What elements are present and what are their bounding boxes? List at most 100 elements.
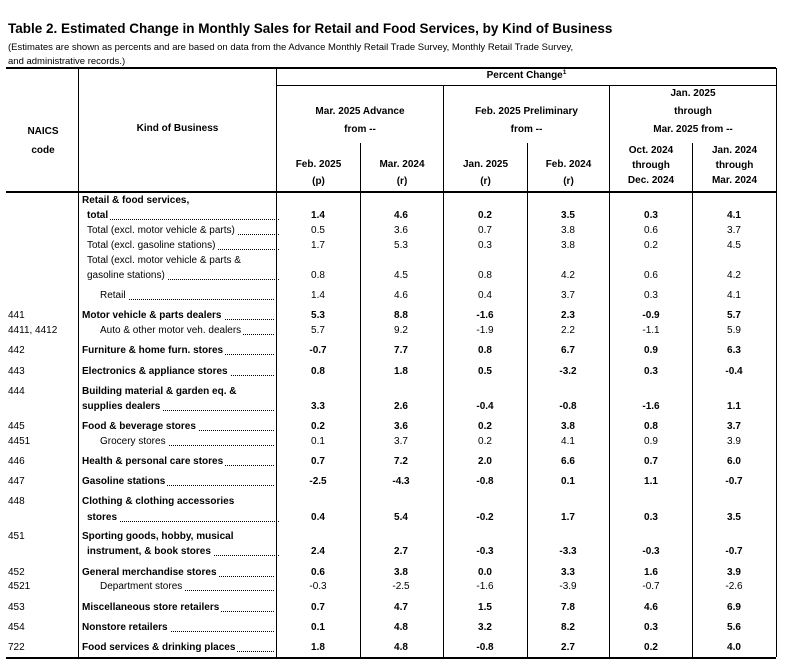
- kind-of-business-label: supplies dealers: [82, 400, 163, 413]
- kind-of-business-label: Grocery stores: [100, 435, 168, 448]
- kind-of-business: supplies dealers: [82, 400, 274, 413]
- percent-change-value: -3.3: [559, 546, 577, 557]
- percent-change-value: -2.5: [309, 476, 327, 487]
- rule-top: [6, 67, 776, 69]
- kind-of-business-label: Sporting goods, hobby, musical: [82, 530, 236, 543]
- naics-code: 444: [8, 386, 25, 397]
- kind-of-business: General merchandise stores: [82, 566, 274, 579]
- percent-change-value: 0.3: [478, 240, 492, 251]
- rule-col-4: [527, 143, 528, 657]
- leader-dots: [87, 521, 279, 522]
- percent-change-value: 1.4: [311, 290, 325, 301]
- leader-dots: [82, 631, 274, 632]
- percent-change-value: 0.8: [644, 421, 658, 432]
- percent-change-value: 0.2: [644, 642, 658, 653]
- percent-change-value: 0.7: [311, 602, 325, 613]
- percent-change-value: 0.3: [644, 366, 658, 377]
- percent-change-value: 3.5: [561, 210, 575, 221]
- kind-of-business: Total (excl. gasoline stations): [87, 239, 279, 252]
- percent-change-value: 6.6: [561, 456, 575, 467]
- col-header-feb-2025: Feb. 2025 (p): [295, 159, 342, 187]
- rule-header-bottom: [6, 191, 776, 193]
- percent-change-value: -0.4: [725, 366, 743, 377]
- percent-change-value: -1.6: [476, 581, 494, 592]
- naics-code: 441: [8, 310, 25, 321]
- naics-code: 448: [8, 496, 25, 507]
- group-header-jan-mar-2025: Jan. 2025 through Mar. 2025 from --: [653, 88, 733, 135]
- col-header-jan-2025: Jan. 2025 (r): [462, 159, 509, 187]
- percent-change-value: -3.9: [559, 581, 577, 592]
- percent-change-value: 0.8: [478, 270, 492, 281]
- kind-of-business-label: Building material & garden eq. &: [82, 385, 239, 398]
- kind-of-business-label: Food & beverage stores: [82, 420, 198, 433]
- percent-change-value: 4.1: [727, 290, 741, 301]
- percent-change-value: 1.6: [644, 567, 658, 578]
- percent-change-value: 0.2: [644, 240, 658, 251]
- naics-code: 446: [8, 456, 25, 467]
- rule-percent-change: [276, 85, 776, 86]
- percent-change-value: 1.1: [644, 476, 658, 487]
- percent-change-value: 1.7: [311, 240, 325, 251]
- kind-of-business-label: General merchandise stores: [82, 566, 219, 579]
- percent-change-value: -1.1: [642, 325, 660, 336]
- kind-of-business: Total (excl. motor vehicle & parts &: [87, 254, 279, 267]
- percent-change-value: 3.7: [727, 421, 741, 432]
- naics-header: NAICS code: [27, 126, 59, 156]
- percent-change-value: 6.9: [727, 602, 741, 613]
- kind-of-business: Health & personal care stores: [82, 455, 274, 468]
- percent-change-value: 0.9: [644, 436, 658, 447]
- kind-of-business: instrument, & book stores: [87, 545, 279, 558]
- rule-col-kind: [276, 68, 277, 657]
- col-header-mar-2024: Mar. 2024 (r): [379, 159, 425, 187]
- percent-change-value: 0.6: [644, 270, 658, 281]
- percent-change-value: 2.4: [311, 546, 325, 557]
- kind-of-business-label: Motor vehicle & parts dealers: [82, 309, 224, 322]
- kind-header: Kind of Business: [136, 123, 219, 134]
- leader-dots: [100, 590, 274, 591]
- percent-change-value: 0.9: [644, 345, 658, 356]
- percent-change-value: 0.7: [311, 456, 325, 467]
- naics-code: 451: [8, 531, 25, 542]
- kind-of-business-label: Food services & drinking places: [82, 641, 238, 654]
- percent-change-value: 1.1: [727, 401, 741, 412]
- percent-change-value: 0.5: [478, 366, 492, 377]
- percent-change-header: Percent Change1: [486, 69, 567, 81]
- naics-code: 454: [8, 622, 25, 633]
- percent-change-value: 3.8: [394, 567, 408, 578]
- percent-change-value: 3.9: [727, 567, 741, 578]
- percent-change-value: 7.7: [394, 345, 408, 356]
- percent-change-value: 0.5: [311, 225, 325, 236]
- col-header-jan-mar-2024: Jan. 2024 through Mar. 2024: [711, 145, 758, 186]
- percent-change-value: 4.6: [394, 290, 408, 301]
- percent-change-value: 2.3: [561, 310, 575, 321]
- percent-change-value: 0.2: [311, 421, 325, 432]
- percent-change-value: -4.3: [392, 476, 410, 487]
- kind-of-business: Nonstore retailers: [82, 621, 274, 634]
- leader-dots: [82, 410, 274, 411]
- percent-change-value: -0.9: [642, 310, 660, 321]
- rule-bottom: [6, 657, 776, 659]
- percent-change-value: 4.6: [644, 602, 658, 613]
- kind-of-business-label: total: [87, 209, 111, 222]
- leader-dots: [100, 445, 274, 446]
- percent-change-value: 2.7: [394, 546, 408, 557]
- kind-of-business-label: Miscellaneous store retailers: [82, 601, 222, 614]
- percent-change-value: -0.3: [476, 546, 494, 557]
- naics-code: 452: [8, 567, 25, 578]
- percent-change-value: -1.6: [476, 310, 494, 321]
- percent-change-value: 7.8: [561, 602, 575, 613]
- percent-change-value: 2.6: [394, 401, 408, 412]
- percent-change-value: 4.6: [394, 210, 408, 221]
- kind-of-business: Gasoline stations: [82, 475, 274, 488]
- percent-change-value: -0.7: [725, 476, 743, 487]
- percent-change-value: 0.8: [478, 345, 492, 356]
- col-header-feb-2024: Feb. 2024 (r): [545, 159, 592, 187]
- percent-change-value: 6.0: [727, 456, 741, 467]
- percent-change-value: 0.1: [311, 622, 325, 633]
- percent-change-value: 0.8: [311, 270, 325, 281]
- percent-change-value: 4.8: [394, 622, 408, 633]
- percent-change-value: -2.5: [392, 581, 410, 592]
- percent-change-value: 4.7: [394, 602, 408, 613]
- percent-change-value: -1.9: [476, 325, 494, 336]
- percent-change-value: 3.5: [727, 512, 741, 523]
